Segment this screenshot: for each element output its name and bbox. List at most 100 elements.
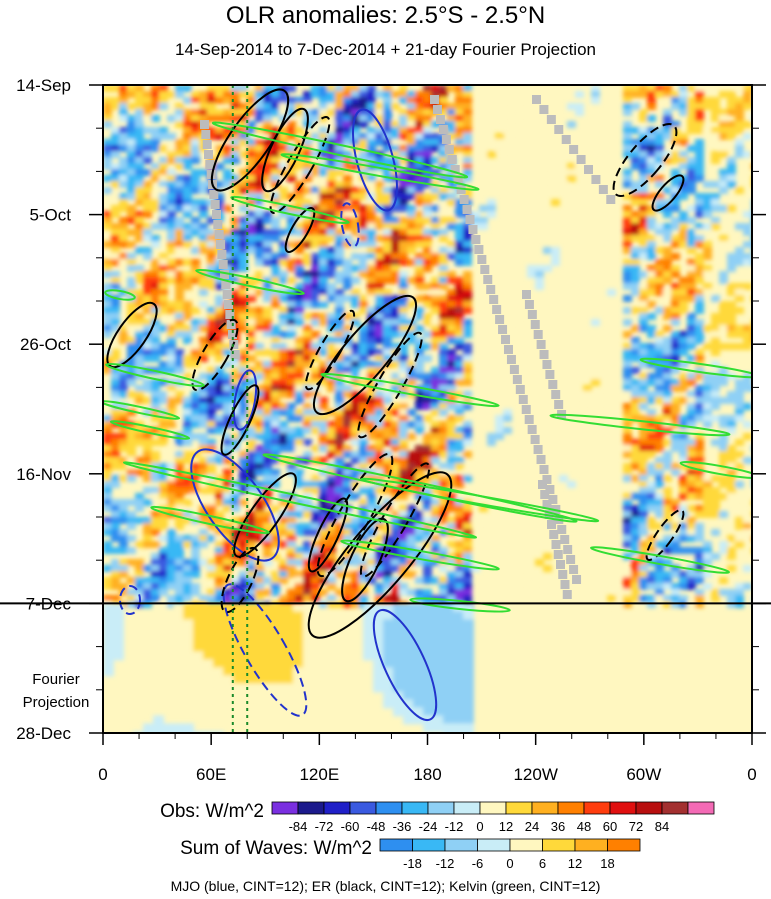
kelvin-contour [639,357,752,379]
kelvin-contour [679,461,752,479]
kelvin-contour [590,546,730,574]
obs-legend-swatch [349,801,377,815]
kelvin-contour [230,195,350,225]
obs-legend-tick: 0 [476,819,483,834]
kelvin-contour [320,372,500,408]
er-contour [304,309,356,391]
obs-legend-swatch [557,801,585,815]
waves-legend-swatch [607,838,641,852]
x-tick-label: 0 [98,765,107,784]
er-contour [341,517,389,603]
kelvin-contour [105,362,205,388]
legends: Obs: W/m^2 -84 -72 -60 -48 -36 -24 -12 0 12 24 36 48… [160,801,715,871]
obs-legend-swatch [375,801,403,815]
er-contour [651,174,685,212]
chart-title: OLR anomalies: 2.5°S - 2.5°N [225,2,546,29]
obs-legend-swatch [635,801,663,815]
waves-legend-tick: 0 [506,856,513,871]
er-contour [220,546,260,614]
kelvin-contour [109,420,191,440]
obs-legend-label: Obs: W/m^2 [160,801,264,822]
y-tick-label: 16-Nov [16,465,71,484]
obs-legend-tick: -12 [445,819,464,834]
obs-legend-tick: 72 [629,819,643,834]
obs-legend-swatch [271,801,299,815]
x-tick-label: 180 [413,765,441,784]
waves-legend-swatch [509,838,543,852]
waves-legend-label: Sum of Waves: W/m^2 [180,838,372,859]
waves-legend-tick: -12 [436,856,455,871]
obs-legend-swatch [401,801,429,815]
er-contour [284,206,316,254]
obs-legend-tick: -24 [419,819,438,834]
obs-legend-tick: 36 [551,819,565,834]
er-contour [645,509,685,561]
er-contour [307,497,349,573]
kelvin-contour [360,477,600,523]
obs-legend-swatch [583,801,611,815]
obs-legend-swatch [661,801,689,815]
mjo-contour [190,448,280,562]
kelvin-contour [340,539,500,571]
wave-contours [103,85,752,733]
x-tick-label: 0 [747,765,756,784]
er-contour [612,123,678,197]
obs-legend-swatch [531,801,559,815]
x-tick-label: 120W [513,765,557,784]
obs-legend-swatch [687,801,715,815]
footer-note: MJO (blue, CINT=12); ER (black, CINT=12)… [170,878,601,894]
kelvin-contour [549,413,731,437]
kelvin-contour [150,505,270,535]
waves-legend-tick: 12 [568,856,582,871]
x-tick-label: 60W [626,765,661,784]
kelvin-contour [122,461,478,539]
mjo-contour [119,585,141,615]
obs-legend-swatch [505,801,533,815]
obs-legend-tick: 60 [603,819,617,834]
y-tick-label: 28-Dec [16,724,71,743]
obs-legend-tick: 24 [525,819,539,834]
waves-legend-swatch [379,838,413,852]
kelvin-contour [409,597,511,613]
waves-legend-swatch [542,838,576,852]
kelvin-contour [211,121,469,179]
obs-legend-tick: -36 [393,819,412,834]
y-tick-label: 14-Sep [16,76,71,95]
er-contour [307,471,453,639]
er-contour [269,115,331,215]
x-tick-label: 60E [196,765,226,784]
waves-legend-tick: 6 [539,856,546,871]
obs-legend-swatch [297,801,325,815]
mjo-contour [340,202,360,248]
waves-legend-tick: -18 [403,856,422,871]
projection-label: Fourier [32,671,80,688]
obs-legend-tick: 48 [577,819,591,834]
obs-legend-tick: 12 [499,819,513,834]
kelvin-contour [280,153,480,191]
obs-legend-tick: -84 [289,819,308,834]
waves-legend-swatch [412,838,446,852]
waves-legend-swatch [444,838,478,852]
olr-heatmap [103,85,752,733]
waves-legend-swatch [477,838,511,852]
er-contour [312,294,418,416]
y-tick-label: 7-Dec [26,594,72,613]
obs-legend-swatch [479,801,507,815]
mjo-contour [232,369,258,431]
waves-legend-swatch [574,838,608,852]
obs-legend-tick: 84 [655,819,669,834]
er-contour [220,384,260,456]
y-tick-label: 26-Oct [20,335,71,354]
obs-legend-swatch [323,801,351,815]
kelvin-contour [103,400,181,420]
obs-legend-tick: -60 [341,819,360,834]
projection-label: Projection [23,694,90,711]
obs-legend-tick: -72 [315,819,334,834]
er-contour [233,472,297,558]
er-contour [191,318,239,392]
waves-legend-tick: 18 [600,856,614,871]
kelvin-contour [104,289,136,301]
y-tick-label: 5-Oct [29,206,71,225]
obs-legend-tick: -48 [367,819,386,834]
obs-legend-swatch [609,801,637,815]
